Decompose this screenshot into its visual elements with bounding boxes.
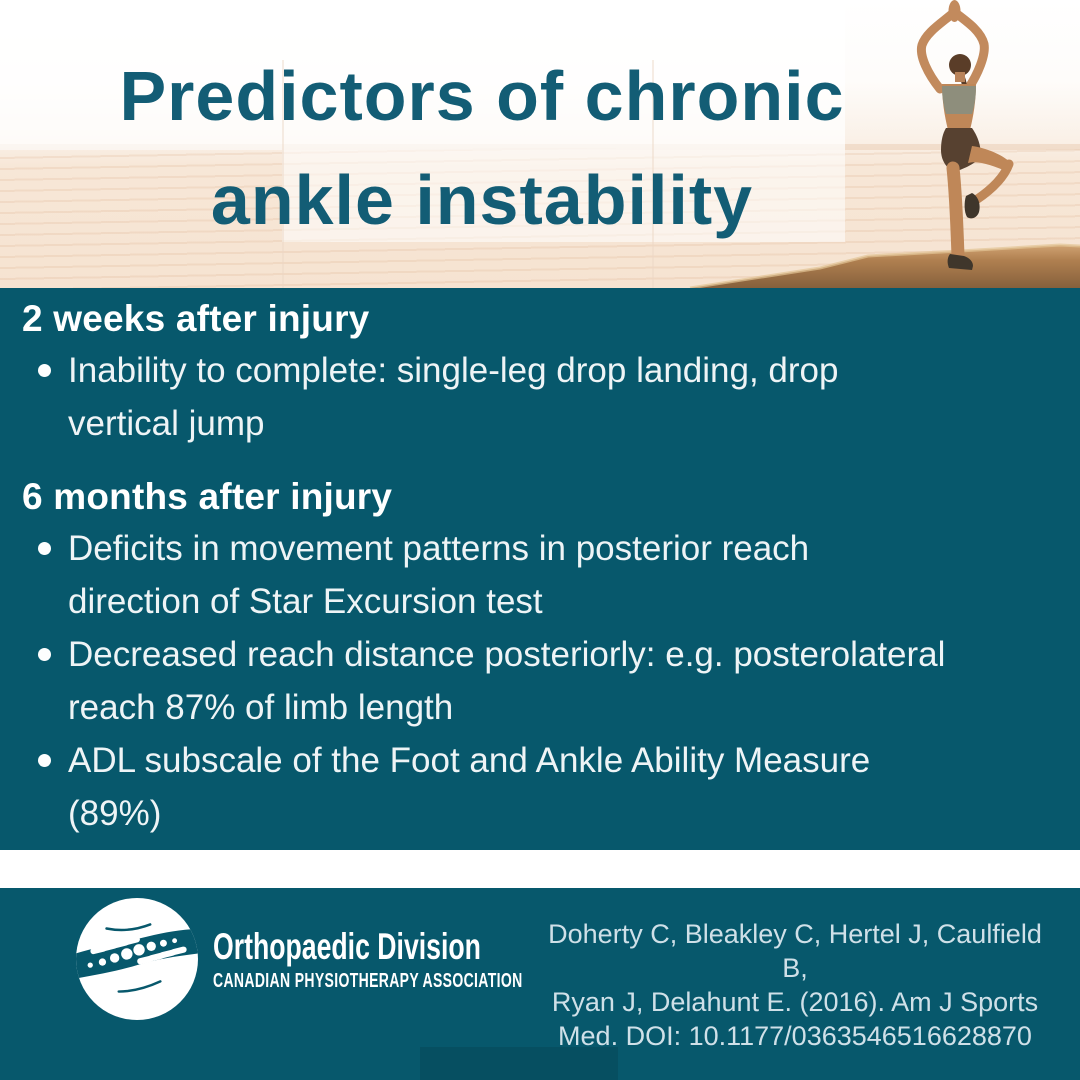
rock-graphic [689,243,1080,288]
standing-foot-shoe [947,254,973,270]
bullet-dot [38,364,51,377]
photo-seam [652,60,654,288]
reference-citation: Doherty C, Bleakley C, Hertel J, Caulfie… [545,917,1045,1053]
citation-line: Ryan J, Delahunt E. (2016). Am J Sports [551,987,1039,1017]
list-item: Deficits in movement patterns in posteri… [0,522,1080,628]
page-title-line1: Predictors of chronic [119,57,845,135]
citation-line: Doherty C, Bleakley C, Hertel J, Caulfie… [548,919,1042,983]
section-heading-6-months: 6 months after injury [22,476,393,517]
bullet-list-6-months: Deficits in movement patterns in posteri… [0,522,1080,840]
org-subtitle: CANADIAN PHYSIOTHERAPY ASSOCIATION [213,970,523,992]
hands-spine-icon [76,898,198,1020]
page-title: Predictors of chronic ankle instability [0,44,964,252]
bullet-text: Deficits in movement patterns in posteri… [68,529,810,621]
list-item: Decreased reach distance posteriorly: e.… [0,628,1080,734]
standing-leg [946,161,965,263]
section-heading-2-weeks: 2 weeks after injury [22,298,370,339]
bullet-dot [38,648,51,661]
photo-tile-overlay [282,150,845,242]
list-item: Inability to complete: single-leg drop l… [0,344,1080,450]
list-item: ADL subscale of the Foot and Ankle Abili… [0,734,1080,840]
org-name: Orthopaedic Division [213,926,481,967]
content-panel: 2 weeks after injury Inability to comple… [0,288,1080,850]
photo-tile-overlay [0,0,845,150]
photo-seam [282,60,284,288]
bullet-text: ADL subscale of the Foot and Ankle Abili… [68,741,871,833]
footer: Orthopaedic Division CANADIAN PHYSIOTHER… [0,888,1080,1080]
footer-shade-artifact [420,1047,618,1080]
page-title-line2: ankle instability [210,161,754,239]
bent-shin [971,159,1014,205]
bent-thigh [968,146,1012,172]
citation-line: Med. DOI: 10.1177/0363546516628870 [558,1021,1032,1051]
yoga-tree-pose-image [916,0,1014,270]
sports-top [942,86,976,114]
bullet-dot [38,542,51,555]
bent-foot-shoe [964,193,980,219]
divider-strip [0,850,1080,888]
bullet-text: Decreased reach distance posteriorly: e.… [68,635,946,727]
head [949,54,971,76]
bullet-text: Inability to complete: single-leg drop l… [68,351,839,443]
bullet-dot [38,754,51,767]
hands-together [948,0,961,22]
hero-photo-seaside: Predictors of chronic ankle instability [0,0,1080,288]
bullet-list-2-weeks: Inability to complete: single-leg drop l… [0,344,1080,450]
